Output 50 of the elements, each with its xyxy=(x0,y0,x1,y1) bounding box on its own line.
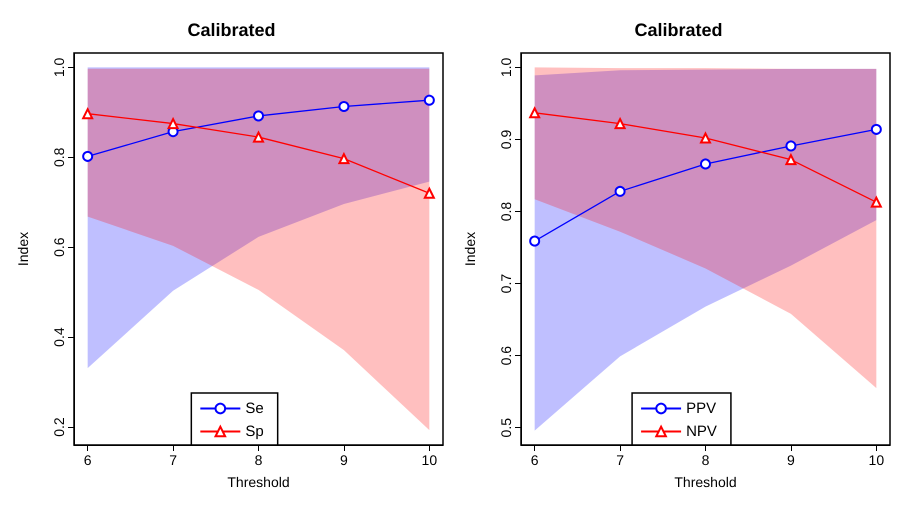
y-tick-label: 0.7 xyxy=(498,274,514,294)
x-tick-label: 8 xyxy=(254,452,263,468)
point xyxy=(82,108,94,120)
x-tick-label: 9 xyxy=(787,452,796,468)
y-axis-title: Index xyxy=(15,232,31,266)
chart-title: Calibrated xyxy=(187,20,276,40)
point xyxy=(870,196,882,208)
y-tick-label: 1.0 xyxy=(51,57,67,78)
point xyxy=(785,154,796,166)
point xyxy=(338,153,350,164)
point xyxy=(529,107,540,118)
y-tick-label: 0.6 xyxy=(498,346,514,366)
point xyxy=(614,118,626,130)
legend-label: Se xyxy=(245,400,264,417)
y-tick-label: 0.5 xyxy=(498,418,514,438)
legend-label: Sp xyxy=(245,423,264,440)
point xyxy=(700,158,711,170)
x-tick-label: 6 xyxy=(530,452,539,468)
x-axis-title: Threshold xyxy=(227,474,290,490)
point xyxy=(870,124,882,135)
point xyxy=(168,118,179,130)
point xyxy=(338,100,350,112)
point xyxy=(529,236,540,247)
y-tick-label: 0.6 xyxy=(51,237,67,257)
legend-label: NPV xyxy=(686,423,717,440)
point xyxy=(785,140,796,152)
y-axis-title: Index xyxy=(462,232,478,266)
y-tick-label: 1.0 xyxy=(498,57,514,78)
x-tick-label: 10 xyxy=(868,452,884,468)
chart-title: Calibrated xyxy=(634,20,723,40)
x-tick-label: 6 xyxy=(84,452,92,468)
y-tick-label: 0.9 xyxy=(498,130,514,150)
y-tick-label: 0.8 xyxy=(498,202,514,222)
y-tick-label: 0.2 xyxy=(51,417,67,437)
x-tick-label: 7 xyxy=(616,452,624,468)
point xyxy=(700,132,711,144)
point xyxy=(424,188,435,199)
legend-label: PPV xyxy=(686,400,716,417)
point xyxy=(614,186,626,197)
x-axis-title: Threshold xyxy=(674,474,737,490)
x-tick-label: 9 xyxy=(340,452,348,468)
x-tick-label: 10 xyxy=(422,452,438,468)
y-tick-label: 0.4 xyxy=(51,327,67,347)
point xyxy=(82,150,94,162)
point xyxy=(253,110,264,122)
x-tick-label: 7 xyxy=(169,452,178,468)
point xyxy=(424,94,435,106)
point xyxy=(253,132,264,143)
x-tick-label: 8 xyxy=(702,452,710,468)
y-tick-label: 0.8 xyxy=(51,147,67,168)
